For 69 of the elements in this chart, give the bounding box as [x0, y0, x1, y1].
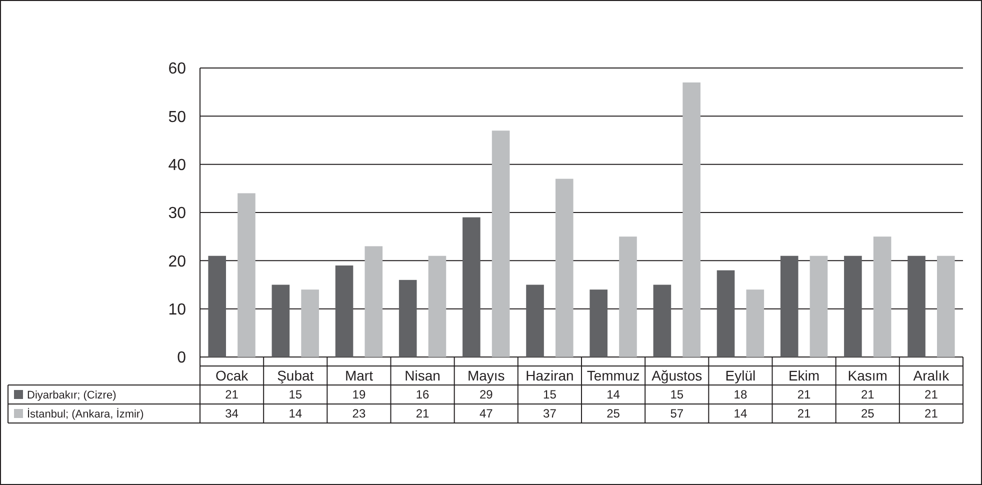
bar — [590, 290, 608, 357]
data-label: 21 — [797, 406, 812, 421]
bar — [208, 256, 226, 357]
x-tick-label: Temmuz — [586, 367, 640, 384]
y-tick-label: 40 — [168, 156, 186, 174]
data-label: 14 — [734, 406, 748, 421]
data-label: 23 — [352, 406, 366, 421]
data-label: 14 — [606, 388, 620, 402]
bar — [810, 256, 828, 357]
y-tick-label: 50 — [168, 108, 186, 126]
y-tick-label: 60 — [168, 60, 186, 78]
bar — [335, 265, 354, 357]
bar — [746, 290, 764, 357]
bar — [462, 217, 480, 357]
x-tick-label: Ağustos — [652, 367, 702, 384]
x-tick-label: Ekim — [788, 367, 820, 384]
x-tick-label: Haziran — [526, 367, 574, 384]
bar — [301, 290, 319, 357]
x-tick-label: Nisan — [404, 367, 440, 384]
data-label: 21 — [924, 406, 938, 421]
data-label: 25 — [606, 406, 620, 421]
bar — [873, 236, 892, 357]
bar — [526, 284, 544, 357]
x-tick-label: Ocak — [215, 367, 250, 384]
x-tick-label: Eylül — [725, 367, 756, 384]
bar — [716, 270, 735, 357]
data-label: 57 — [670, 406, 684, 421]
x-tick-label: Mart — [344, 367, 374, 384]
data-label: 16 — [416, 388, 430, 402]
y-tick-label: 20 — [168, 253, 186, 270]
data-label: 21 — [416, 406, 430, 421]
legend-label: Diyarbakır; (Cizre) — [27, 389, 116, 402]
bar — [936, 256, 955, 357]
y-tick-label: 30 — [168, 205, 186, 222]
legend-label: İstanbul; (Ankara, İzmir) — [27, 407, 144, 420]
data-label: 21 — [225, 388, 239, 402]
bar — [619, 236, 637, 357]
data-label: 47 — [479, 406, 494, 421]
x-tick-label: Mayıs — [467, 367, 505, 384]
data-label: 15 — [543, 388, 557, 402]
x-tick-label: Kasım — [848, 367, 888, 384]
bar — [844, 256, 862, 357]
data-label: 15 — [670, 388, 684, 402]
data-label: 21 — [797, 388, 812, 402]
bar — [682, 82, 700, 357]
x-tick-label: Aralık — [913, 367, 950, 384]
data-label: 25 — [860, 406, 875, 421]
bar — [428, 256, 446, 357]
data-label: 19 — [352, 388, 366, 402]
data-label: 15 — [288, 388, 302, 402]
bar — [272, 284, 290, 357]
data-label: 21 — [924, 388, 938, 402]
bar — [780, 256, 798, 357]
bar — [364, 246, 383, 357]
data-label: 14 — [288, 406, 302, 421]
data-label: 18 — [734, 388, 748, 402]
bar — [653, 284, 672, 357]
data-label: 37 — [543, 406, 557, 421]
bar — [555, 178, 574, 357]
x-tick-label: Şubat — [277, 367, 314, 384]
bar — [398, 280, 417, 357]
y-tick-label: 10 — [168, 301, 186, 318]
data-label: 21 — [860, 388, 875, 402]
bar — [908, 256, 926, 357]
data-label: 34 — [225, 406, 239, 421]
bar — [492, 130, 510, 357]
bar — [238, 193, 256, 357]
data-label: 29 — [479, 388, 494, 402]
y-tick-label: 0 — [177, 350, 186, 367]
